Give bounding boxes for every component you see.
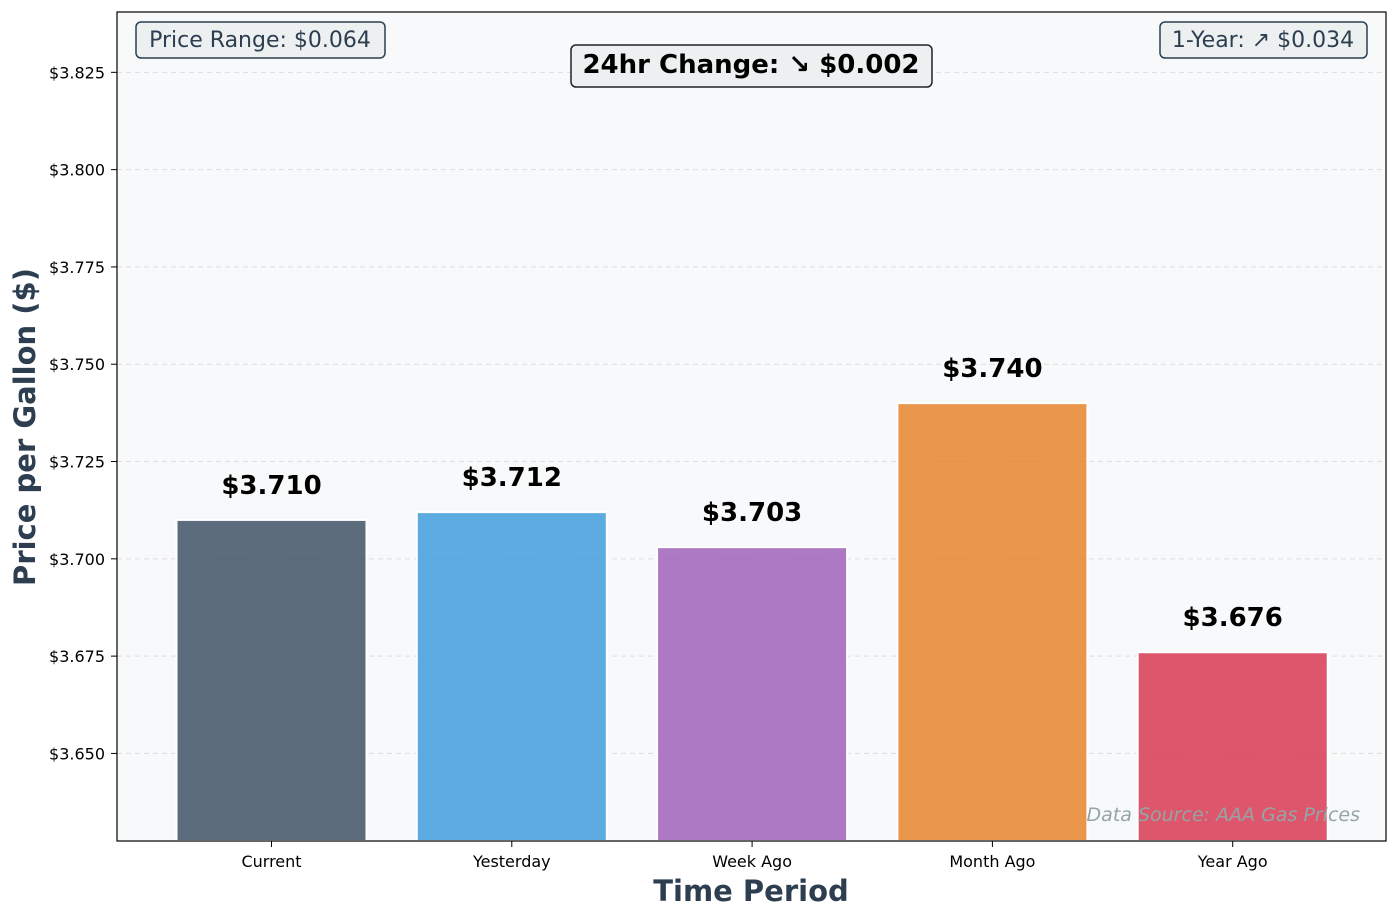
price-range-annotation: Price Range: $0.064: [135, 21, 386, 59]
bar-month-ago: [896, 402, 1089, 842]
x-tick-label: Current: [241, 852, 301, 871]
y-tick-label: $3.800: [49, 161, 105, 180]
bars: [175, 402, 1329, 842]
bar-value-label: $3.712: [462, 463, 562, 493]
one-year-text: 1-Year: ↗ $0.034: [1172, 28, 1354, 53]
x-axis-label: Time Period: [653, 874, 849, 908]
value-labels: $3.710 $3.712 $3.703 $3.740 $3.676: [221, 354, 1283, 633]
y-tick-label: $3.825: [49, 63, 105, 82]
bar-value-label: $3.710: [221, 471, 321, 501]
y-tick-label: $3.750: [49, 355, 105, 374]
y-axis-label: Price per Gallon ($): [8, 268, 42, 586]
y-tick-label: $3.775: [49, 258, 105, 277]
bar-year-ago: [1136, 651, 1329, 842]
y-axis-ticks: $3.650 $3.675 $3.700 $3.725 $3.750 $3.775 $3.8…: [49, 63, 117, 763]
y-tick-label: $3.650: [49, 744, 105, 763]
y-tick-label: $3.725: [49, 453, 105, 472]
bar-current: [175, 518, 368, 842]
bar-value-label: $3.740: [942, 354, 1042, 384]
x-tick-label: Year Ago: [1197, 852, 1268, 871]
bar-value-label: $3.676: [1183, 603, 1283, 633]
change-24h-annotation: 24hr Change: ↘ $0.002: [570, 44, 933, 88]
price-range-text: Price Range: $0.064: [149, 28, 371, 53]
one-year-annotation: 1-Year: ↗ $0.034: [1159, 21, 1368, 59]
x-tick-label: Month Ago: [949, 852, 1035, 871]
bar-week-ago: [656, 546, 849, 842]
bar-value-label: $3.703: [702, 498, 802, 528]
x-tick-label: Week Ago: [712, 852, 792, 871]
change-24h-text: 24hr Change: ↘ $0.002: [582, 50, 919, 80]
x-axis-ticks: Current Yesterday Week Ago Month Ago Year Ag…: [241, 841, 1268, 871]
y-tick-label: $3.700: [49, 550, 105, 569]
x-tick-label: Yesterday: [472, 852, 551, 871]
plot-border: [116, 11, 1387, 842]
bar-yesterday: [415, 511, 608, 842]
y-tick-label: $3.675: [49, 647, 105, 666]
data-source-note: Data Source: AAA Gas Prices: [1087, 804, 1361, 826]
